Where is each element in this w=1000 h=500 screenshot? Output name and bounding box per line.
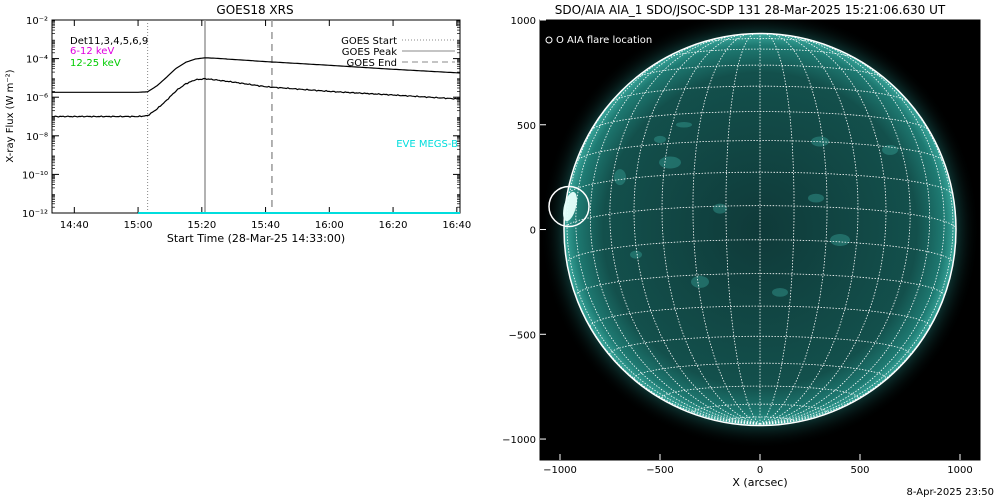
aia-y-tick-label: 1000 <box>511 16 536 27</box>
flare-location-circle <box>548 185 590 228</box>
x-tick-label: 16:20 <box>379 220 408 231</box>
longitude-line <box>692 33 761 425</box>
y-tick-label: 10⁻¹² <box>22 209 48 220</box>
eve-megs-b-annotation: EVE MEGS-B <box>396 139 458 150</box>
active-region <box>676 121 692 128</box>
legend-12-25kev-label: 12-25 keV <box>70 58 121 69</box>
aia-heliographic-grid <box>564 33 956 425</box>
longitude-line <box>759 33 859 425</box>
longitude-line <box>633 34 761 425</box>
active-region <box>614 169 626 186</box>
aia-x-tick-label: 500 <box>850 465 869 476</box>
latitude-line <box>635 64 885 79</box>
longitude-line <box>759 69 954 425</box>
x-tick-label: 15:00 <box>124 220 153 231</box>
aia-y-tick-label: −1000 <box>502 435 536 446</box>
legend-6-12kev-label: 6-12 keV <box>70 46 114 57</box>
longitude-line <box>566 69 761 425</box>
longitude-line <box>759 229 956 425</box>
aia-ticks: −1000 −1000 −500 −500 0 0 500 500 1000 1000 <box>502 16 973 476</box>
latitude-line <box>696 38 824 45</box>
xrs-x-axis-label: Start Time (28-Mar-25 14:33:00) <box>167 232 345 245</box>
latitude-line <box>589 305 931 327</box>
aia-x-tick-label: 1000 <box>947 465 972 476</box>
longitude-line <box>589 37 761 425</box>
legend-circle-marker <box>545 36 553 44</box>
aia-x-tick-label: −1000 <box>543 465 577 476</box>
y-tick-label: 10⁻⁶ <box>26 93 48 104</box>
aia-y-tick-label: −500 <box>509 330 536 341</box>
longitude-line <box>759 35 911 425</box>
latitude-line <box>661 385 859 399</box>
xrs-series-line <box>51 77 461 118</box>
latitude-line <box>736 33 784 36</box>
x-tick-label: 14:40 <box>60 220 89 231</box>
footer-timestamp: 8-Apr-2025 23:50 <box>906 487 994 498</box>
xrs-panel: GOES18 XRS 14:40 15:00 15:20 15:40 16:00 16:2… <box>5 3 471 245</box>
aia-active-regions <box>614 121 898 297</box>
aia-x-tick-label: 0 <box>757 465 763 476</box>
legend-goes-start-label: GOES Start <box>341 36 397 47</box>
aia-title: SDO/AIA AIA_1 SDO/JSOC-SDP 131 28-Mar-20… <box>555 3 946 17</box>
latitude-line <box>664 48 856 59</box>
legend-goes-peak-label: GOES Peak <box>342 47 397 58</box>
active-region <box>659 156 681 169</box>
aia-flare <box>548 185 590 228</box>
x-tick-label: 16:00 <box>315 220 344 231</box>
aia-x-axis-label: X (arcsec) <box>732 476 787 489</box>
active-region <box>882 144 898 155</box>
aia-flare-location-legend: O AIA flare location <box>556 35 652 46</box>
longitude-line <box>725 33 761 425</box>
longitude-line <box>759 34 887 425</box>
y-tick-label: 10⁻⁴ <box>26 55 48 66</box>
longitude-line <box>575 43 761 425</box>
aia-y-tick-label: 0 <box>530 226 536 237</box>
longitude-line <box>759 43 945 425</box>
aia-y-tick-label: 500 <box>517 121 536 132</box>
xrs-ticks: 14:40 15:00 15:20 15:40 16:00 16:20 16:40 10⁻¹²… <box>22 16 471 231</box>
longitude-line <box>564 229 761 425</box>
y-tick-label: 10⁻¹⁰ <box>22 170 48 181</box>
x-tick-label: 15:40 <box>251 220 280 231</box>
longitude-line <box>759 33 828 425</box>
xrs-y-axis-label: X-ray Flux (W m⁻²) <box>5 69 16 162</box>
flare-brightening <box>563 191 577 222</box>
x-tick-label: 15:20 <box>187 220 216 231</box>
y-tick-label: 10⁻² <box>26 16 48 27</box>
y-tick-label: 10⁻⁸ <box>26 132 48 143</box>
longitude-line <box>609 35 761 425</box>
xrs-series-line <box>52 57 461 93</box>
active-region <box>654 135 666 144</box>
longitude-line <box>661 33 761 425</box>
active-region <box>691 275 709 288</box>
latitude-line <box>610 85 910 103</box>
active-region <box>830 234 850 246</box>
legend-goes-end-label: GOES End <box>347 58 397 69</box>
latitude-line <box>575 273 945 297</box>
active-region <box>772 287 788 297</box>
longitude-line <box>759 37 931 425</box>
aia-x-tick-label: −500 <box>646 465 673 476</box>
active-region <box>808 193 824 203</box>
active-region <box>630 250 642 259</box>
aia-panel: SDO/AIA AIA_1 SDO/JSOC-SDP 131 28-Mar-20… <box>502 3 981 489</box>
xrs-series <box>51 57 461 214</box>
xrs-title: GOES18 XRS <box>216 3 293 17</box>
latitude-line <box>575 140 945 162</box>
longitude-line <box>759 33 795 425</box>
latitude-line <box>566 171 954 196</box>
active-region <box>713 203 727 214</box>
xrs-event-markers <box>147 20 273 213</box>
x-tick-label: 16:40 <box>442 220 471 231</box>
legend-det-label: Det11,3,4,5,6,9 <box>70 36 148 47</box>
